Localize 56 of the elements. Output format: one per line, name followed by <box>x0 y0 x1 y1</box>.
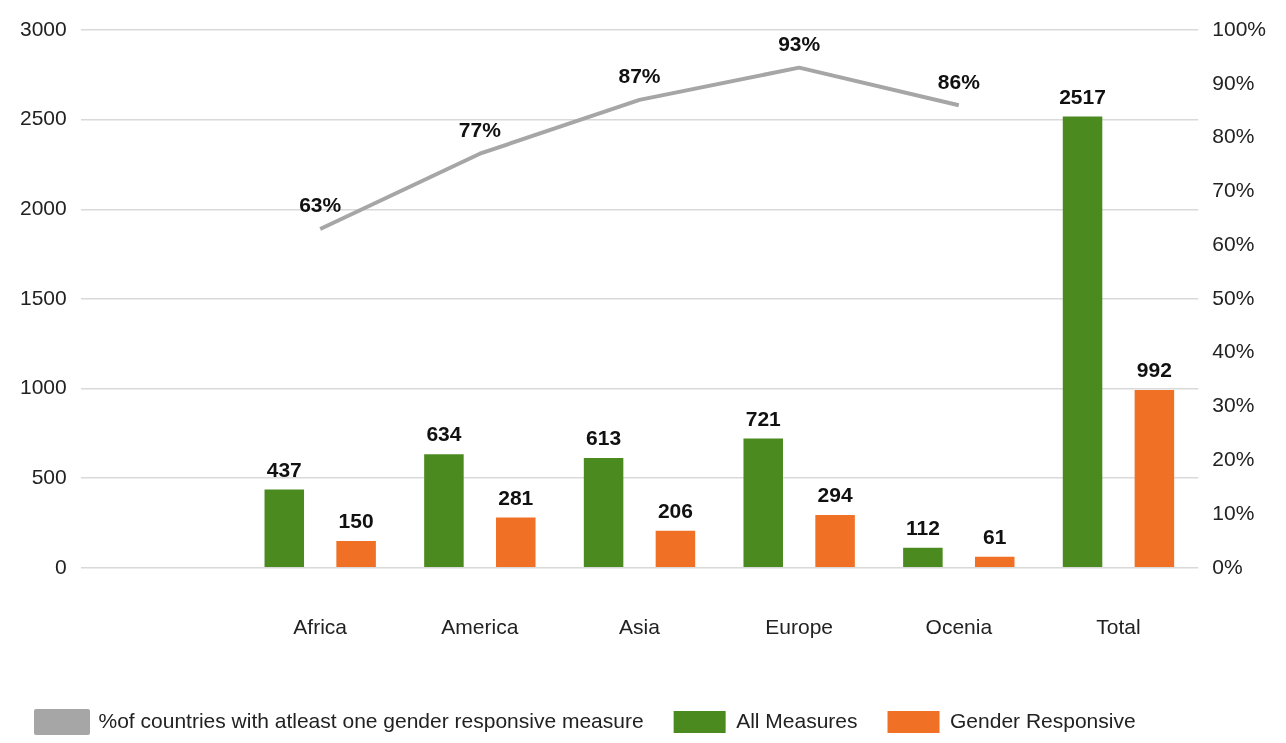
data-label: 63% <box>299 193 342 217</box>
y2-tick-label: 100% <box>1212 16 1267 40</box>
data-label: 613 <box>586 426 622 450</box>
bar <box>903 547 943 568</box>
x-tick-label: Europe <box>765 615 834 639</box>
y2-tick-label: 20% <box>1212 447 1255 471</box>
x-tick-label: Total <box>1096 615 1141 639</box>
bar <box>743 438 783 568</box>
legend-label: %of countries with atleast one gender responsive measure <box>98 708 644 732</box>
data-label: 150 <box>338 509 374 533</box>
x-tick-label: Asia <box>619 615 661 639</box>
y2-tick-label: 10% <box>1212 500 1255 524</box>
y2-tick-label: 0% <box>1212 554 1243 578</box>
bar <box>264 489 305 568</box>
data-label: 61 <box>983 525 1007 549</box>
data-label: 206 <box>657 499 693 523</box>
data-label: 992 <box>1136 358 1172 382</box>
data-label: 87% <box>618 64 661 88</box>
y2-tick-label: 50% <box>1212 285 1255 309</box>
data-label: 634 <box>426 422 462 446</box>
data-label: 721 <box>745 406 782 430</box>
y-tick-label: 1000 <box>20 375 67 399</box>
bar <box>336 540 376 568</box>
x-tick-label: America <box>441 615 519 639</box>
y2-tick-label: 90% <box>1212 70 1255 94</box>
bar <box>1062 116 1103 568</box>
y-tick-label: 0 <box>55 554 67 578</box>
y2-tick-label: 60% <box>1212 231 1255 255</box>
data-label: 437 <box>266 457 302 481</box>
legend-label: All Measures <box>736 708 858 732</box>
bar <box>583 457 624 568</box>
y-tick-label: 2000 <box>20 196 67 220</box>
bar <box>1134 389 1175 568</box>
data-label: 294 <box>817 483 853 507</box>
y2-tick-label: 40% <box>1212 339 1255 363</box>
data-label: 93% <box>778 31 821 55</box>
bar <box>424 454 464 568</box>
bar <box>815 515 855 568</box>
y-tick-label: 500 <box>31 464 67 488</box>
y-tick-label: 2500 <box>20 106 67 130</box>
data-label: 2517 <box>1059 84 1106 108</box>
bar <box>496 517 536 568</box>
y2-tick-label: 30% <box>1212 393 1255 417</box>
y-tick-label: 3000 <box>20 16 67 40</box>
data-label: 281 <box>498 485 534 509</box>
bar <box>655 530 696 568</box>
x-tick-label: Ocenia <box>925 615 993 639</box>
data-label: 77% <box>458 117 502 141</box>
bar <box>974 556 1015 568</box>
y-tick-label: 1500 <box>20 285 67 309</box>
data-label: 112 <box>905 516 940 540</box>
data-label: 86% <box>937 69 981 93</box>
legend-label: Gender Responsive <box>950 708 1136 732</box>
y2-tick-label: 80% <box>1212 124 1255 148</box>
y2-tick-label: 70% <box>1212 178 1255 202</box>
x-tick-label: Africa <box>293 615 348 639</box>
